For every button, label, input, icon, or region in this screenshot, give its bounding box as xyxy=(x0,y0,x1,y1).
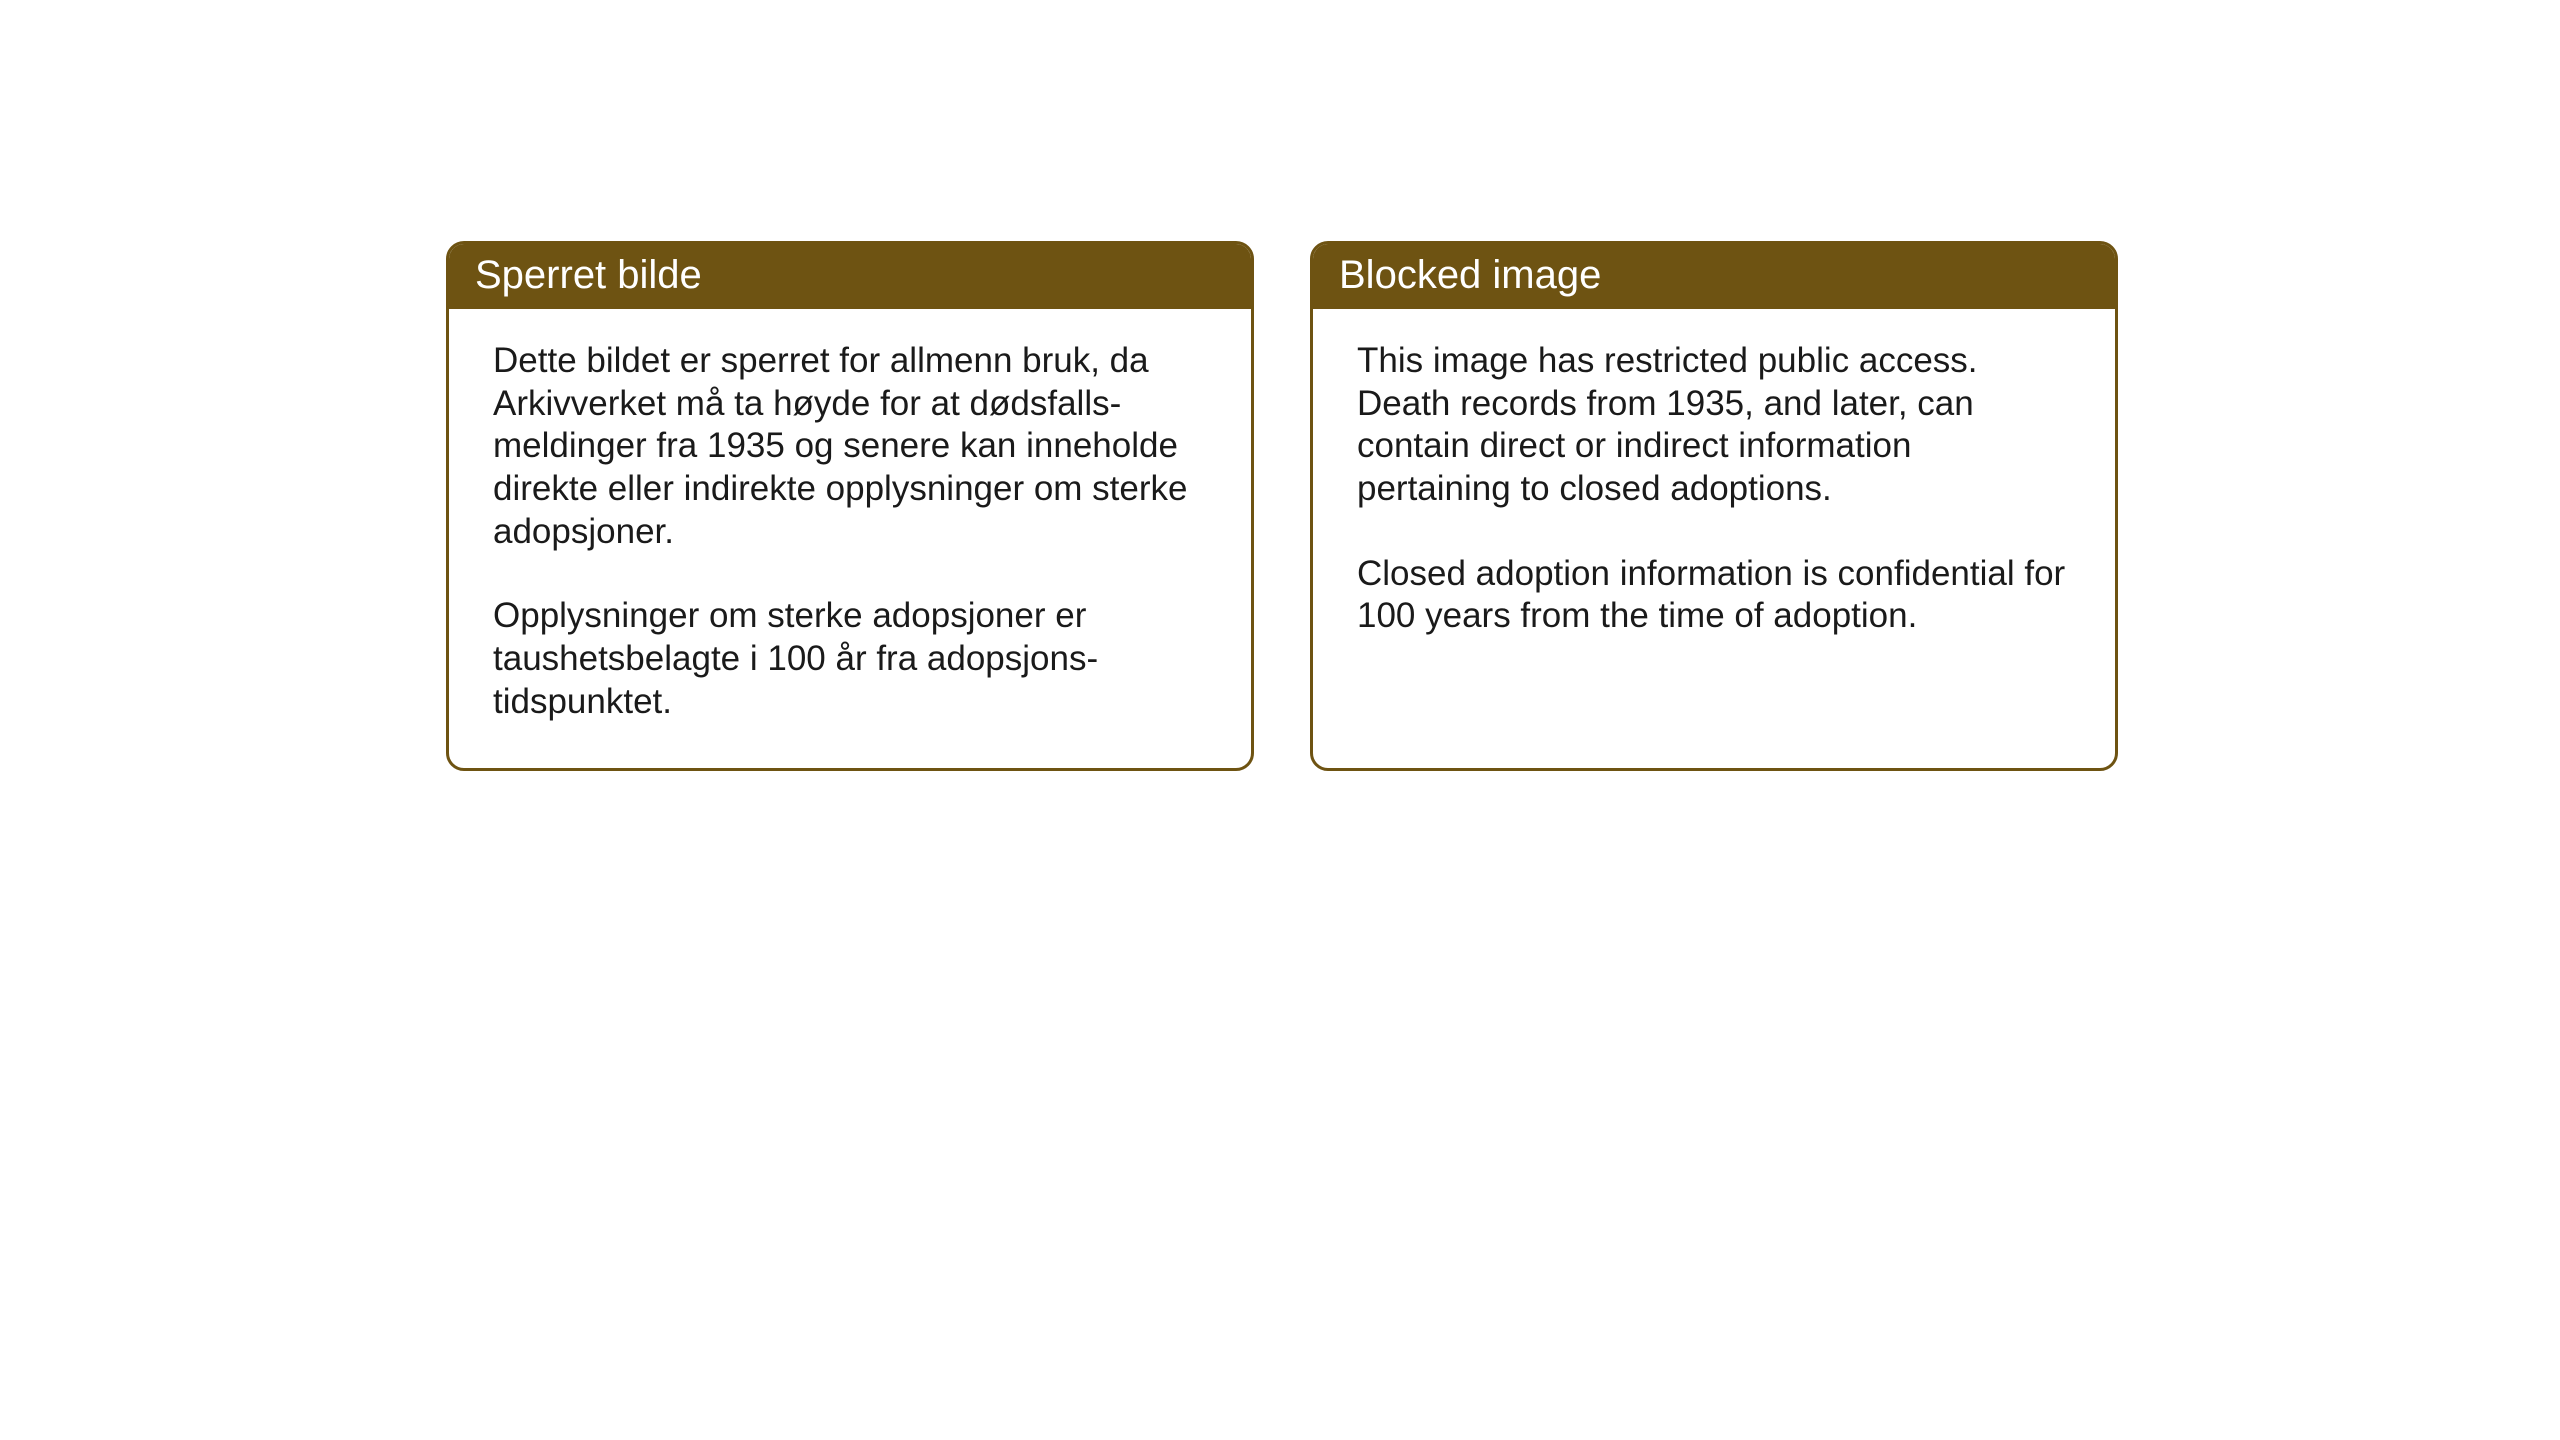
notice-card-english: Blocked image This image has restricted … xyxy=(1310,241,2118,771)
card-title-norwegian: Sperret bilde xyxy=(449,244,1251,309)
notice-paragraph: This image has restricted public access.… xyxy=(1357,340,2071,511)
notice-cards-container: Sperret bilde Dette bildet er sperret fo… xyxy=(446,241,2118,771)
card-body-english: This image has restricted public access.… xyxy=(1313,309,2115,739)
card-body-norwegian: Dette bildet er sperret for allmenn bruk… xyxy=(449,309,1251,768)
notice-paragraph: Dette bildet er sperret for allmenn bruk… xyxy=(493,340,1207,553)
card-title-english: Blocked image xyxy=(1313,244,2115,309)
notice-paragraph: Closed adoption information is confident… xyxy=(1357,553,2071,638)
notice-paragraph: Opplysninger om sterke adopsjoner er tau… xyxy=(493,595,1207,723)
notice-card-norwegian: Sperret bilde Dette bildet er sperret fo… xyxy=(446,241,1254,771)
